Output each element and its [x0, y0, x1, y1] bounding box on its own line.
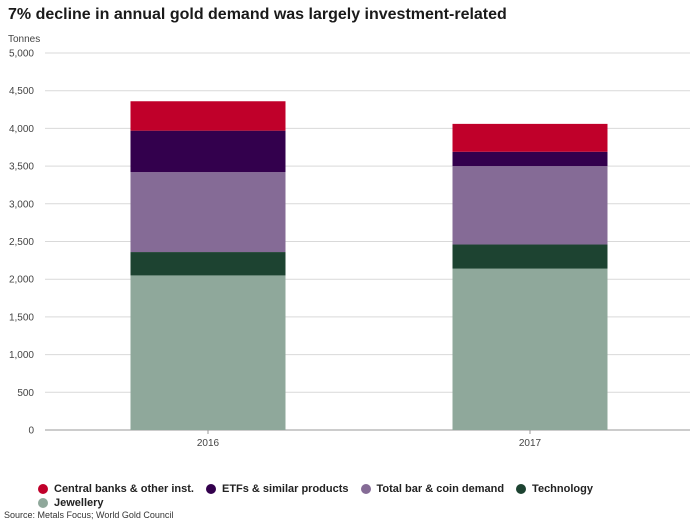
bar-segment-total-bar-coin-demand-2016	[130, 172, 286, 253]
legend-label: Jewellery	[54, 497, 104, 509]
y-tick-label: 0	[28, 426, 34, 437]
bar-segment-central-banks-other-inst-2016	[130, 101, 286, 131]
legend: Central banks & other inst. ETFs & simila…	[38, 482, 678, 510]
source-note: Source: Metals Focus; World Gold Council	[4, 510, 174, 520]
legend-label: Technology	[532, 483, 593, 495]
bar-segment-technology-2016	[130, 252, 286, 276]
legend-item: Technology	[516, 483, 593, 495]
chart-title: 7% decline in annual gold demand was lar…	[8, 6, 507, 23]
bar-segment-etfs-similar-products-2016	[130, 130, 286, 173]
y-axis-unit-label: Tonnes	[8, 34, 41, 45]
legend-swatch	[38, 498, 48, 508]
y-tick-label: 2,500	[9, 237, 34, 248]
y-tick-label: 3,500	[9, 162, 34, 173]
x-axis-ticks: 2016 2017	[197, 430, 542, 449]
legend-item: Jewellery	[38, 497, 104, 509]
bar-stacks	[130, 101, 608, 430]
legend-swatch	[205, 484, 216, 494]
bar-segment-total-bar-coin-demand-2017	[452, 166, 608, 245]
bar-segment-central-banks-other-inst-2017	[452, 123, 608, 152]
y-tick-label: 500	[17, 388, 34, 399]
y-tick-label: 1,500	[9, 312, 34, 323]
legend-item: ETFs & similar products	[205, 483, 349, 495]
y-tick-label: 3,000	[9, 199, 34, 210]
chart-area: 0 500 1,000 1,500 2,000 2,500 3,000 3,500 4,000 4…	[9, 49, 690, 449]
x-tick-label: 2017	[519, 438, 542, 449]
y-tick-label: 1,000	[9, 350, 34, 361]
bar-segment-technology-2017	[452, 244, 608, 269]
legend-swatch	[516, 484, 527, 494]
legend-label: Total bar & coin demand	[376, 483, 505, 495]
y-axis-ticks: 0 500 1,000 1,500 2,000 2,500 3,000 3,500 4,000 4…	[9, 49, 34, 437]
legend-row: Jewellery	[38, 496, 678, 510]
y-tick-label: 5,000	[9, 49, 34, 60]
legend-row: Central banks & other inst. ETFs & simila…	[38, 482, 678, 496]
bar-segment-jewellery-2017	[452, 268, 608, 430]
legend-swatch	[38, 484, 48, 494]
legend-swatch	[360, 484, 371, 494]
legend-label: ETFs & similar products	[221, 483, 349, 495]
y-tick-label: 4,000	[9, 124, 34, 135]
y-tick-label: 4,500	[9, 86, 34, 97]
legend-item: Total bar & coin demand	[360, 483, 505, 495]
y-tick-label: 2,000	[9, 275, 34, 286]
bar-segment-jewellery-2016	[130, 275, 286, 430]
x-tick-label: 2016	[197, 438, 220, 449]
legend-item: Central banks & other inst.	[38, 483, 194, 495]
bar-segment-etfs-similar-products-2017	[452, 151, 608, 167]
legend-label: Central banks & other inst.	[54, 483, 194, 495]
